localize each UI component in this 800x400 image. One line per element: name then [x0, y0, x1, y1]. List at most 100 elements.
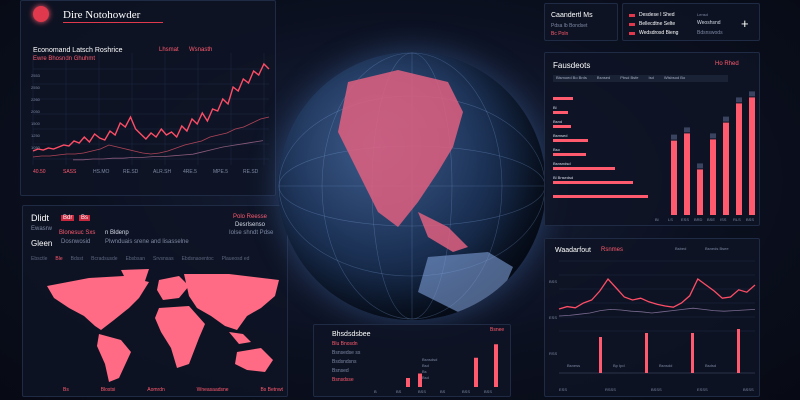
vertical-bar	[710, 139, 716, 215]
vertical-bar	[736, 103, 742, 215]
legend-item: Wedsdrosd Bieng	[639, 30, 679, 36]
title-underline	[63, 22, 163, 23]
x-tick: RLS	[733, 217, 741, 222]
mid-label: Bsd	[422, 375, 429, 380]
southeast-asia	[229, 332, 251, 344]
map-tab[interactable]: Bdsst	[70, 256, 84, 262]
summary-line: Pdsa lb Bondset	[551, 23, 588, 29]
bar-cap	[736, 97, 742, 103]
map-subtitle: Ewasrw	[31, 226, 53, 232]
x-tick: BSS	[484, 389, 493, 394]
row-label: Bsdsndsns	[332, 359, 357, 365]
trend-line-chart	[32, 53, 270, 165]
vertical-bar	[494, 344, 498, 387]
horizontal-bar	[553, 111, 568, 114]
bar-cap	[697, 163, 703, 169]
x-tick: BSS	[418, 389, 427, 394]
summary-line: Bc Poln	[551, 31, 569, 37]
map-tab[interactable]: Srvsnsas	[153, 256, 174, 262]
europe	[157, 276, 189, 300]
legend-item[interactable]: Lhsmat	[159, 47, 179, 53]
map-tabs: Ebsctle Ble Bdsst Bcradsusde Ebsbsan Srvsnsas…	[31, 256, 287, 262]
x-tick: ALR.SH	[153, 169, 172, 175]
x-tick: ESS	[559, 387, 568, 392]
legend-panel: Lensd Weoshsnd Bdsnswods + Desdese I She…	[622, 3, 760, 41]
vertical-bar	[671, 140, 677, 215]
vertical-bar	[418, 373, 422, 387]
bar-label: Bsness	[567, 363, 581, 368]
map-right-label: Desrlsenso	[235, 222, 266, 228]
vertical-bar	[737, 329, 740, 373]
map-tag[interactable]: Bs	[79, 215, 91, 221]
greenland	[121, 269, 149, 286]
vertical-bar	[691, 333, 694, 373]
filter-chip[interactable]: Isd	[648, 75, 654, 80]
bar-cap	[749, 91, 755, 97]
x-tick: 4RE.5	[183, 169, 197, 175]
bar-label: Bsdsd	[705, 363, 717, 368]
horizontal-bar	[553, 195, 648, 198]
y-tick: 2260	[31, 97, 40, 102]
bar-cap	[671, 134, 677, 140]
series-line	[558, 307, 756, 317]
horizontal-bar	[553, 139, 588, 142]
bar-label: Bl Bnsedsd	[553, 175, 574, 180]
y-tick: 1050	[31, 145, 40, 150]
filter-chip[interactable]: Pbsd Bsfe	[620, 75, 639, 80]
x-tick: BSS	[462, 389, 471, 394]
map-row: Plwnduais srene and lisasselne	[105, 239, 189, 245]
vertical-bar	[749, 97, 755, 215]
x-tick: BSE	[707, 217, 716, 222]
legend-item[interactable]: Wsnasth	[189, 47, 213, 53]
legend-swatch	[629, 32, 635, 35]
map-tab[interactable]: Ebdsnaoentoc	[181, 256, 214, 262]
bar-label: Bsmsed	[553, 133, 568, 138]
map-label: Gleen	[31, 239, 53, 248]
bar-panel-badge[interactable]: Ho Rhed	[715, 61, 739, 67]
filter-chip[interactable]: Blsmoed Bo Brds	[556, 75, 587, 80]
mid-label: Bs	[422, 369, 427, 374]
y-tick: ESS	[549, 315, 558, 320]
map-tab[interactable]: Ble	[55, 256, 63, 262]
map-tab[interactable]: Ebsctle	[31, 256, 48, 262]
map-tab[interactable]: Plaueosd ed	[221, 256, 250, 262]
y-tick: 2050	[31, 109, 40, 114]
x-tick: BS	[440, 389, 446, 394]
map-footer-item: Wneasaadsne	[196, 387, 229, 393]
filter-chip[interactable]: Wlsbsod Bo	[663, 75, 686, 80]
x-tick: BSSS	[743, 387, 754, 392]
summary-panel: Caandertl Ms Pdsa lb Bondset Bc Poln	[544, 3, 618, 41]
map-tab[interactable]: Bcradsusde	[91, 256, 118, 262]
legend-item: Bellecdtne Selte	[639, 21, 676, 27]
globe[interactable]	[278, 52, 546, 320]
bar-label: Bsnsdd	[659, 363, 673, 368]
x-tick: BS	[396, 389, 402, 394]
row-label: Blu Bnosdn	[332, 341, 358, 347]
vertical-bar	[406, 378, 410, 387]
bar-label: Bso	[553, 147, 560, 152]
africa	[155, 306, 205, 368]
y-tick: BSS	[549, 279, 558, 284]
vertical-bar	[599, 337, 602, 373]
legend-item: Bsneds Bsee	[705, 246, 729, 251]
y-tick: 2550	[31, 85, 40, 90]
mid-label: Bsnsdsd	[422, 357, 438, 362]
x-tick: RSSS	[605, 387, 616, 392]
bottom-panel-badge[interactable]: Bsnee	[490, 327, 505, 333]
globe-central-america	[418, 212, 468, 252]
filter-chip[interactable]: Bsnsed	[596, 75, 611, 80]
south-america	[97, 334, 131, 382]
bar-label: Bsnd	[553, 119, 563, 124]
map-footer-item: Bs	[63, 387, 69, 393]
plus-icon[interactable]: +	[741, 16, 749, 31]
map-tab[interactable]: Ebsbsan	[125, 256, 146, 262]
world-map-panel: Dlidt Bdr Bs Ewasrw Blonesuc Sxs n Blden…	[22, 205, 288, 397]
row-label: Bsnsdsse	[332, 377, 354, 383]
line-panel-badge[interactable]: Rsnmes	[601, 247, 624, 253]
y-tick: 1250	[31, 133, 40, 138]
legend-item: Desdese I Shed	[639, 12, 675, 18]
map-tag[interactable]: Bdr	[61, 215, 75, 221]
row-label: Bsnsedse ss	[332, 350, 361, 356]
asia	[184, 274, 279, 330]
vertical-bar	[645, 333, 648, 373]
